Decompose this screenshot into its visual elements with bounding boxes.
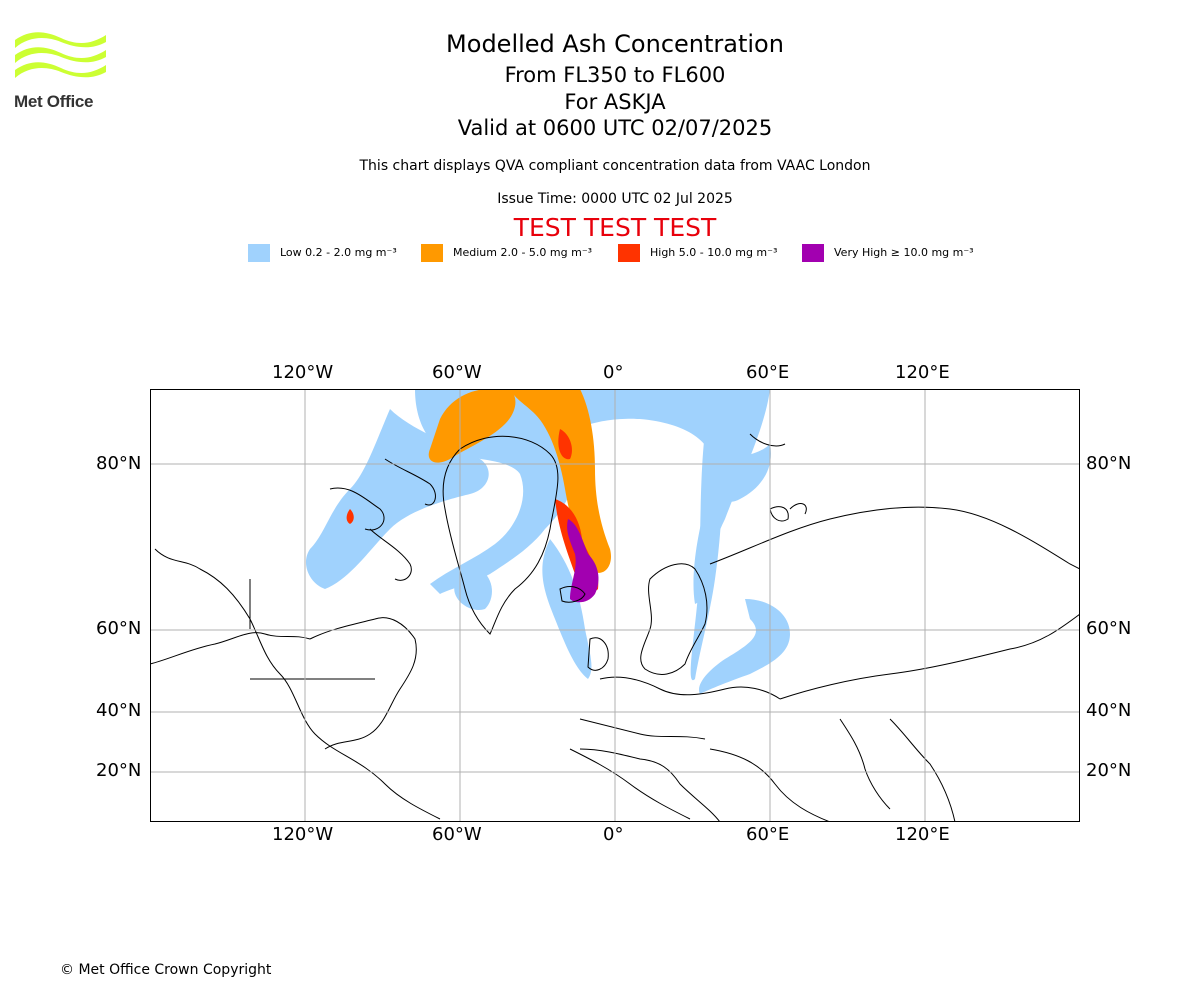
legend-swatch-very-high <box>802 244 824 262</box>
lon-tick-top-60w: 60°W <box>432 362 482 383</box>
lat-tick-left-40n: 40°N <box>96 700 142 721</box>
legend-label-very-high: Very High ≥ 10.0 mg m⁻³ <box>834 246 974 259</box>
legend-label-low: Low 0.2 - 2.0 mg m⁻³ <box>280 246 397 259</box>
met-office-waves-icon <box>15 32 106 78</box>
lon-tick-top-120w: 120°W <box>272 362 334 383</box>
copyright-notice: © Met Office Crown Copyright <box>60 962 272 978</box>
lon-tick-bottom-60e: 60°E <box>746 824 790 845</box>
lat-tick-right-80n: 80°N <box>1086 453 1132 474</box>
map-canvas <box>149 389 1081 823</box>
ash-area-medium <box>428 389 611 573</box>
lon-tick-bottom-60w: 60°W <box>432 824 482 845</box>
ash-concentration-map <box>149 389 1081 823</box>
lon-tick-bottom-0: 0° <box>603 824 624 845</box>
legend-label-high: High 5.0 - 10.0 mg m⁻³ <box>650 246 778 259</box>
lat-tick-right-20n: 20°N <box>1086 760 1132 781</box>
lon-tick-bottom-120w: 120°W <box>272 824 334 845</box>
lon-tick-bottom-120e: 120°E <box>895 824 950 845</box>
ash-area-low <box>305 389 790 694</box>
volcano-name: For ASKJA <box>564 90 666 114</box>
lat-tick-left-20n: 20°N <box>96 760 142 781</box>
valid-time: Valid at 0600 UTC 02/07/2025 <box>457 116 773 140</box>
coastlines <box>149 433 1081 823</box>
lon-tick-top-120e: 120°E <box>895 362 950 383</box>
ash-area-very-high <box>567 519 599 603</box>
legend-swatch-low <box>248 244 270 262</box>
lat-tick-left-80n: 80°N <box>96 453 142 474</box>
graticule <box>150 389 1080 822</box>
legend-swatch-high <box>618 244 640 262</box>
met-office-logo: Met Office <box>14 30 108 112</box>
flight-level-range: From FL350 to FL600 <box>504 63 726 87</box>
issue-time: Issue Time: 0000 UTC 02 Jul 2025 <box>497 191 733 207</box>
lat-tick-right-60n: 60°N <box>1086 618 1132 639</box>
lon-tick-top-60e: 60°E <box>746 362 790 383</box>
chart-title: Modelled Ash Concentration <box>446 30 784 58</box>
legend-label-medium: Medium 2.0 - 5.0 mg m⁻³ <box>453 246 593 259</box>
lat-tick-left-60n: 60°N <box>96 618 142 639</box>
chart-description: This chart displays QVA compliant concen… <box>359 158 871 174</box>
legend-swatch-medium <box>421 244 443 262</box>
lat-tick-right-40n: 40°N <box>1086 700 1132 721</box>
logo-text: Met Office <box>14 92 94 111</box>
test-banner: TEST TEST TEST <box>513 213 717 242</box>
lon-tick-top-0: 0° <box>603 362 624 383</box>
map-border <box>150 389 1080 822</box>
